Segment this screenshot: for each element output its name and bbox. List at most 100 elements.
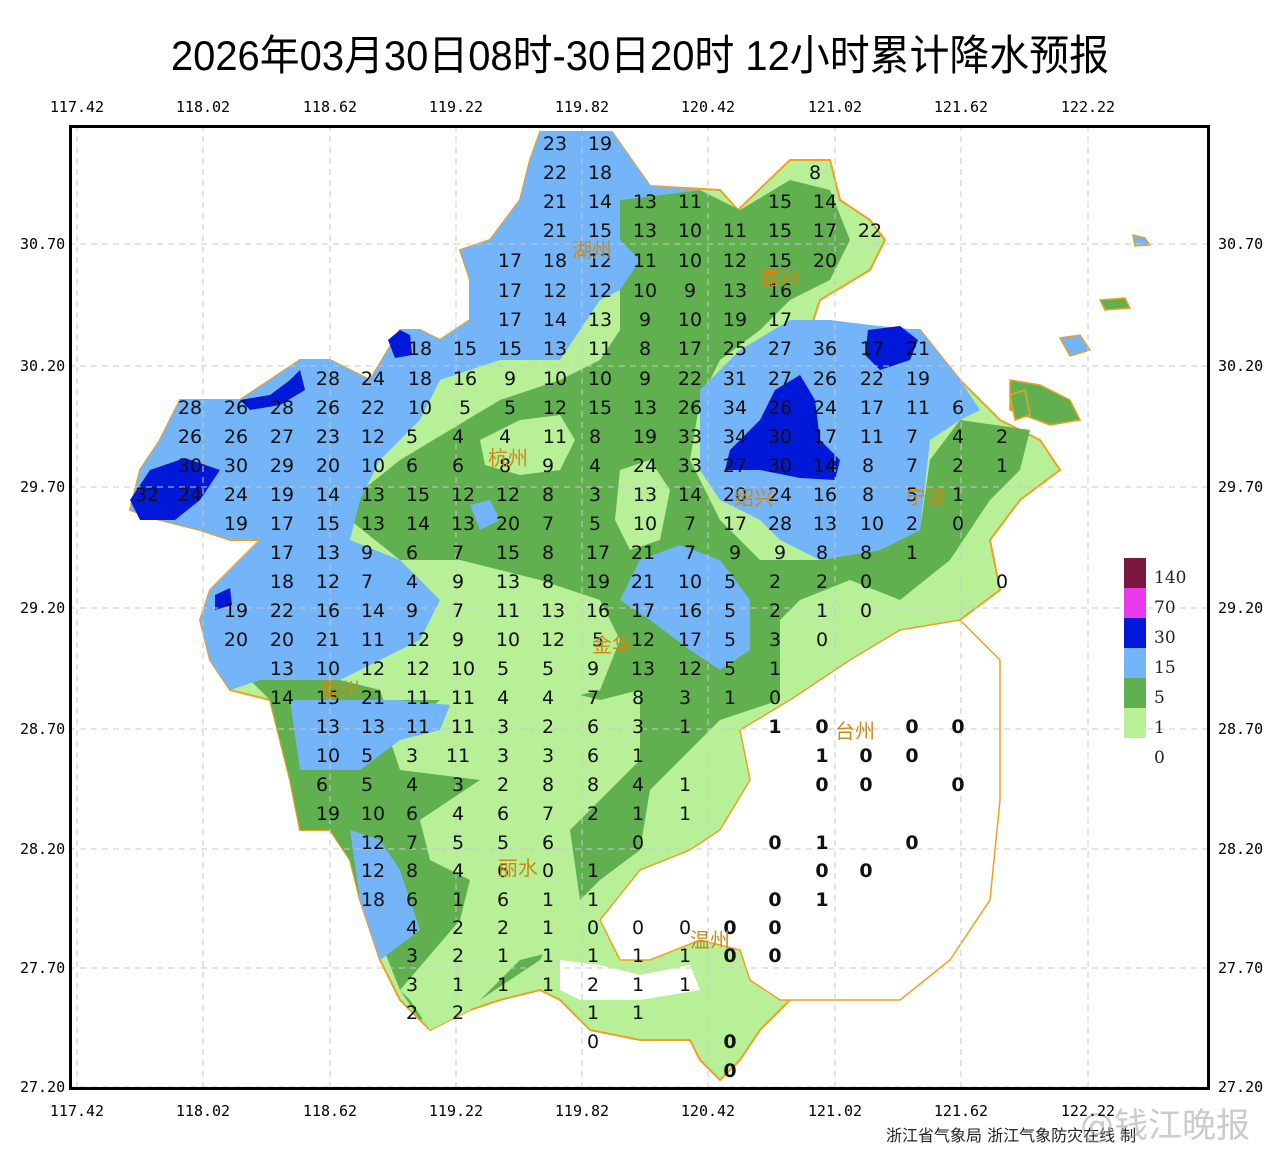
station-value: 14 — [543, 309, 567, 331]
x-tick-label-bottom: 117.42 — [49, 1102, 105, 1120]
station-value: 12 — [316, 571, 340, 593]
station-value: 7 — [684, 513, 696, 535]
station-value: 8 — [862, 484, 874, 506]
station-value: 7 — [587, 687, 599, 709]
station-value: 0 — [768, 889, 781, 911]
station-value: 29 — [270, 455, 294, 477]
station-value: 8 — [542, 774, 554, 796]
station-value: 0 — [769, 687, 781, 709]
station-value: 30 — [768, 426, 792, 448]
station-value: 10 — [633, 280, 657, 302]
station-value: 17 — [270, 513, 294, 535]
station-value: 19 — [316, 803, 340, 825]
station-value: 10 — [361, 455, 385, 477]
station-value: 13 — [633, 397, 657, 419]
station-value: 22 — [860, 368, 884, 390]
region-0-southeast — [599, 619, 1001, 1001]
station-value: 12 — [361, 658, 385, 680]
station-value: 2 — [906, 513, 918, 535]
station-value: 1 — [906, 542, 918, 564]
station-value: 20 — [224, 629, 248, 651]
station-value: 5 — [542, 658, 554, 680]
station-value: 0 — [723, 1060, 736, 1082]
station-value: 1 — [452, 974, 464, 996]
station-value: 18 — [408, 368, 432, 390]
x-tick-label-top: 117.42 — [49, 98, 105, 116]
station-value: 0 — [632, 832, 644, 854]
station-value: 2 — [452, 1002, 464, 1024]
station-value: 2 — [497, 917, 509, 939]
station-value: 24 — [768, 484, 792, 506]
station-value: 1 — [632, 974, 644, 996]
legend-level-label: 140 — [1154, 568, 1187, 588]
station-value: 1 — [815, 889, 828, 911]
station-value: 21 — [631, 542, 655, 564]
station-value: 6 — [952, 397, 964, 419]
station-value: 0 — [815, 774, 828, 796]
station-value: 24 — [633, 455, 657, 477]
station-value: 0 — [679, 917, 691, 939]
station-value: 8 — [542, 571, 554, 593]
legend-swatch — [1124, 648, 1146, 678]
y-tick-label-right: 29.20 — [1218, 599, 1264, 617]
region-15-30-north — [370, 132, 700, 420]
station-value: 8 — [499, 455, 511, 477]
station-value: 11 — [678, 191, 702, 213]
station-value: 0 — [905, 745, 918, 767]
station-value: 9 — [452, 571, 464, 593]
station-value: 0 — [768, 917, 781, 939]
station-value: 26 — [678, 397, 702, 419]
station-value: 14 — [406, 513, 430, 535]
station-value: 6 — [452, 455, 464, 477]
station-value: 7 — [542, 513, 554, 535]
station-value: 12 — [723, 250, 747, 272]
legend-level-label: 0 — [1154, 748, 1165, 768]
station-value: 1 — [679, 974, 691, 996]
station-value: 25 — [723, 338, 747, 360]
station-value: 11 — [588, 338, 612, 360]
station-value: 3 — [497, 745, 509, 767]
station-value: 13 — [633, 191, 657, 213]
station-value: 7 — [361, 571, 373, 593]
station-value: 0 — [859, 774, 872, 796]
station-value: 19 — [270, 484, 294, 506]
station-value: 21 — [631, 571, 655, 593]
station-value: 8 — [639, 338, 651, 360]
station-value: 1 — [497, 974, 509, 996]
station-value: 8 — [809, 162, 821, 184]
station-value: 22 — [678, 368, 702, 390]
station-value: 9 — [774, 542, 786, 564]
y-tick-label-right: 28.20 — [1218, 840, 1264, 858]
x-tick-label-bottom: 119.22 — [428, 1102, 484, 1120]
station-value: 5 — [724, 571, 736, 593]
station-value: 1 — [542, 917, 554, 939]
station-value: 12 — [631, 629, 655, 651]
station-value: 1 — [542, 945, 554, 967]
station-value: 13 — [270, 658, 294, 680]
station-value: 7 — [542, 803, 554, 825]
station-value: 10 — [678, 220, 702, 242]
legend-level-label: 30 — [1154, 628, 1176, 648]
station-value: 6 — [406, 889, 418, 911]
station-value: 33 — [678, 426, 702, 448]
station-value: 5 — [504, 397, 516, 419]
station-value: 5 — [459, 397, 471, 419]
station-value: 17 — [586, 542, 610, 564]
station-value: 26 — [224, 397, 248, 419]
station-value: 1 — [996, 455, 1008, 477]
station-value: 21 — [543, 191, 567, 213]
station-value: 18 — [408, 338, 432, 360]
station-value: 15 — [453, 338, 477, 360]
station-value: 0 — [723, 945, 736, 967]
city-label: 台州 — [835, 719, 875, 743]
station-value: 21 — [906, 338, 930, 360]
station-value: 5 — [361, 745, 373, 767]
y-tick-label-right: 30.70 — [1218, 235, 1264, 253]
station-value: 6 — [587, 745, 599, 767]
station-value: 27 — [768, 368, 792, 390]
station-value: 6 — [316, 774, 328, 796]
station-value: 12 — [406, 658, 430, 680]
region-30-70-northwest — [240, 370, 305, 410]
station-value: 30 — [224, 455, 248, 477]
